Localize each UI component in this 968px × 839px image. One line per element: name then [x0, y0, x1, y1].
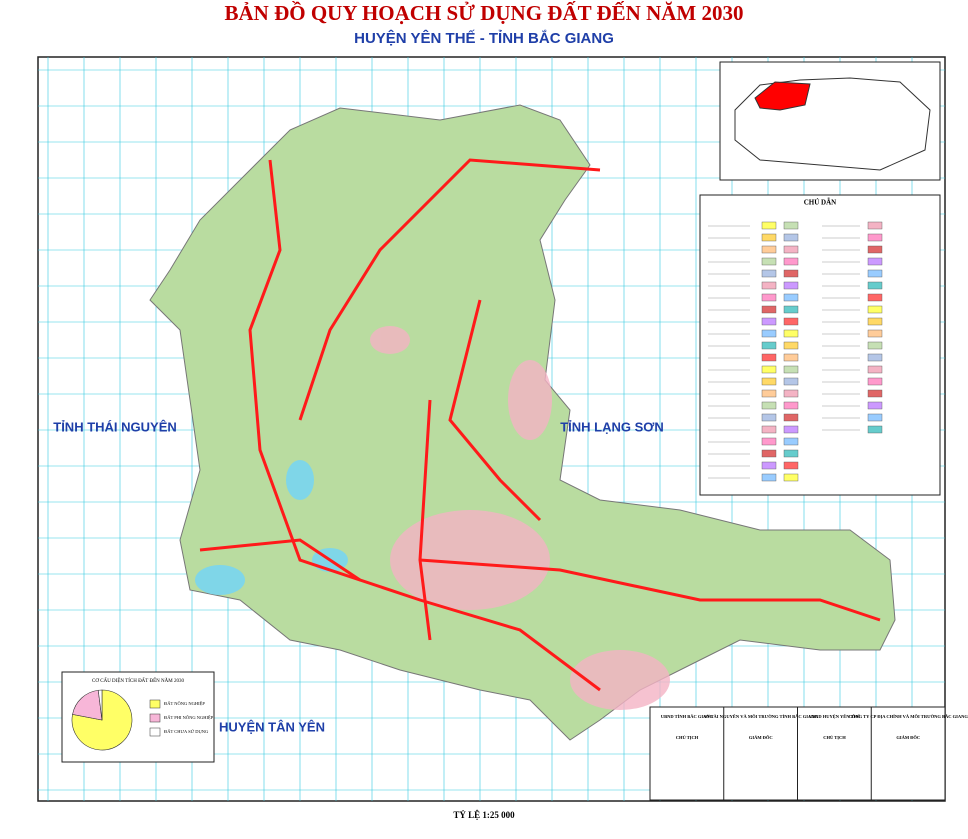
- legend-swatch: [783, 449, 799, 458]
- legend-swatch: [867, 317, 883, 326]
- legend-swatch: [761, 221, 777, 230]
- legend-swatch: [867, 305, 883, 314]
- legend-swatch: [867, 221, 883, 230]
- pie-legend-label: ĐẤT NÔNG NGHIỆP: [164, 701, 205, 706]
- legend-swatch: [783, 221, 799, 230]
- roads: [199, 158, 881, 692]
- legend-swatch: [867, 245, 883, 254]
- pie-legend-swatch: [149, 727, 161, 737]
- pie-legend-label: ĐẤT PHI NÔNG NGHIỆP: [164, 715, 214, 720]
- signature-role: GIÁM ĐỐC: [749, 735, 773, 740]
- legend-swatch: [783, 413, 799, 422]
- region-label: TỈNH THÁI NGUYÊN: [53, 419, 177, 434]
- legend-swatch: [867, 257, 883, 266]
- pie-slice: [72, 689, 103, 721]
- legend-swatch: [761, 245, 777, 254]
- legend-swatch: [761, 293, 777, 302]
- legend-swatch: [867, 293, 883, 302]
- legend-swatch: [761, 461, 777, 470]
- signature-org: CÔNG TY CP ĐỊA CHÍNH VÀ MÔI TRƯỜNG BẮC G…: [849, 713, 968, 719]
- legend-title: CHÚ DẪN: [804, 199, 836, 207]
- legend-swatch: [867, 389, 883, 398]
- legend-swatch: [783, 341, 799, 350]
- pie-legend-swatch: [149, 713, 161, 723]
- pie-chart: ĐẤT NÔNG NGHIỆP ĐẤT PHI NÔNG NGHIỆP ĐẤT CH…: [71, 689, 214, 751]
- legend-swatch: [761, 341, 777, 350]
- legend-swatch: [761, 425, 777, 434]
- signature-org: SỞ TÀI NGUYÊN VÀ MÔI TRƯỜNG TỈNH BẮC GIA…: [703, 713, 818, 719]
- legend-swatch: [783, 401, 799, 410]
- legend-swatch: [783, 329, 799, 338]
- legend-swatch: [761, 233, 777, 242]
- legend-swatch: [783, 473, 799, 482]
- inset-district: [754, 81, 811, 111]
- signature-org: UBND HUYỆN YÊN THẾ: [809, 714, 860, 719]
- legend-swatch: [783, 353, 799, 362]
- legend-swatch: [867, 377, 883, 386]
- legend-swatch: [867, 281, 883, 290]
- legend-swatch: [761, 329, 777, 338]
- legend-swatch: [783, 305, 799, 314]
- region-label: TỈNH LẠNG SƠN: [560, 419, 664, 434]
- signature-role: CHỦ TỊCH: [823, 735, 846, 740]
- pie-slice: [71, 689, 133, 751]
- signature-role: CHỦ TỊCH: [676, 735, 699, 740]
- legend-swatch: [867, 425, 883, 434]
- legend-swatch: [761, 317, 777, 326]
- legend-rows: [708, 221, 883, 482]
- legend-swatch: [761, 401, 777, 410]
- legend-swatch: [867, 365, 883, 374]
- pie-slice: [97, 689, 103, 721]
- subtitle: HUYỆN YÊN THẾ - TỈNH BẮC GIANG: [354, 29, 614, 47]
- title: BẢN ĐỒ QUY HOẠCH SỬ DỤNG ĐẤT ĐẾN NĂM 203…: [225, 1, 744, 25]
- legend-swatch: [761, 437, 777, 446]
- legend-swatch: [783, 377, 799, 386]
- legend-swatch: [783, 437, 799, 446]
- residential-areas: [370, 326, 670, 710]
- legend-swatch: [867, 413, 883, 422]
- legend-swatch: [783, 317, 799, 326]
- region-label: HUYỆN TÂN YÊN: [219, 719, 325, 734]
- legend-swatch: [761, 449, 777, 458]
- legend-swatch: [867, 233, 883, 242]
- legend-swatch: [867, 329, 883, 338]
- legend-swatch: [783, 389, 799, 398]
- pie-legend-swatch: [149, 699, 161, 709]
- legend-swatch: [867, 401, 883, 410]
- legend-swatch: [761, 305, 777, 314]
- legend-swatch: [761, 377, 777, 386]
- legend-swatch: [761, 389, 777, 398]
- signature-org: UBND TỈNH BẮC GIANG: [661, 713, 714, 719]
- legend-swatch: [867, 341, 883, 350]
- signatures: UBND TỈNH BẮC GIANG CHỦ TỊCH SỞ TÀI NGUYÊN…: [661, 707, 968, 800]
- pie-title: CƠ CẤU DIỆN TÍCH ĐẤT ĐẾN NĂM 2030: [92, 678, 184, 684]
- legend-swatch: [867, 353, 883, 362]
- legend-swatch: [761, 269, 777, 278]
- legend-swatch: [783, 281, 799, 290]
- legend-swatch: [783, 233, 799, 242]
- legend-box: [699, 194, 941, 496]
- legend-swatch: [783, 269, 799, 278]
- legend-swatch: [761, 413, 777, 422]
- legend-swatch: [761, 281, 777, 290]
- legend-swatch: [761, 257, 777, 266]
- pie-legend-label: ĐẤT CHƯA SỬ DỤNG: [164, 729, 209, 734]
- legend-swatch: [783, 293, 799, 302]
- legend-swatch: [761, 473, 777, 482]
- legend-swatch: [783, 245, 799, 254]
- legend-swatch: [867, 269, 883, 278]
- legend-swatch: [761, 353, 777, 362]
- scale: TỶ LỆ 1:25 000: [453, 810, 515, 820]
- legend-swatch: [783, 365, 799, 374]
- legend-swatch: [783, 461, 799, 470]
- signature-role: GIÁM ĐỐC: [896, 735, 920, 740]
- legend-swatch: [783, 257, 799, 266]
- legend-swatch: [783, 425, 799, 434]
- legend-swatch: [761, 365, 777, 374]
